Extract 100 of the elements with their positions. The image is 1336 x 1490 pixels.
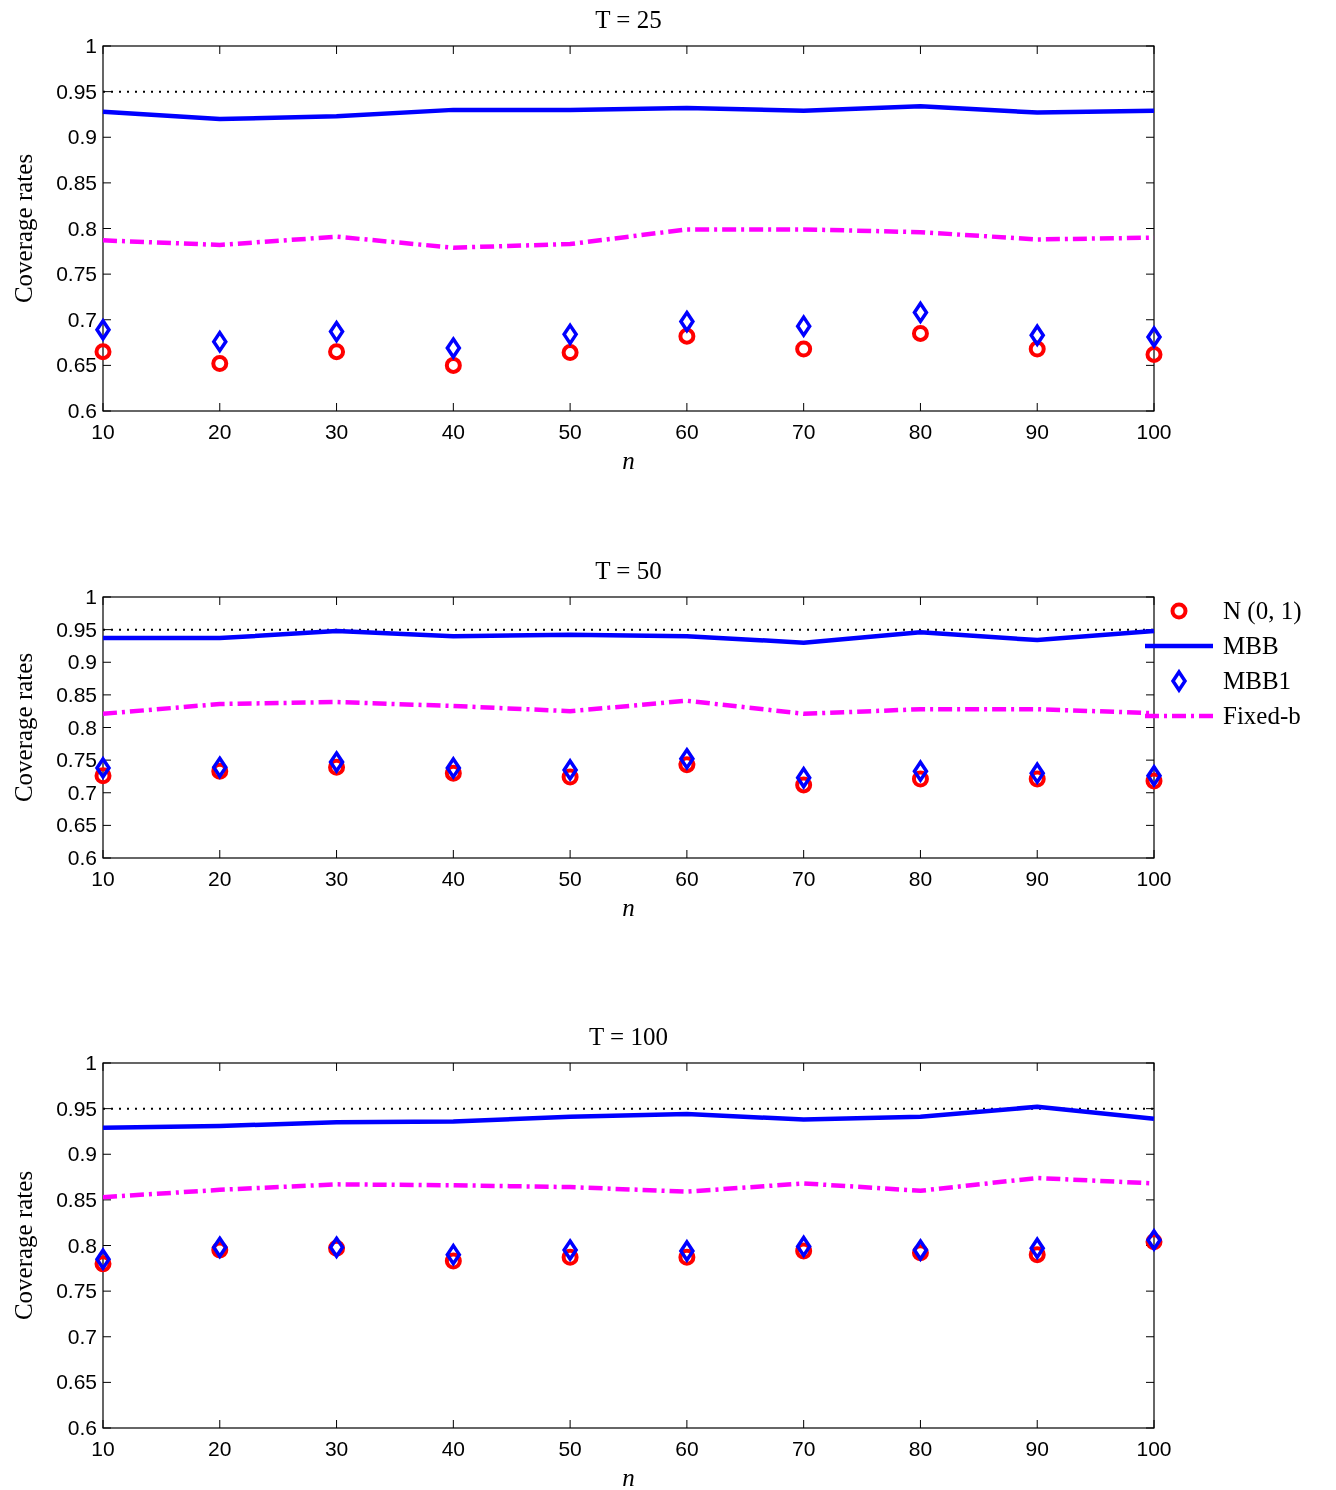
point	[679, 1240, 695, 1262]
x-tick-label: 80	[908, 867, 933, 890]
point	[1145, 345, 1163, 363]
x-axis-title: n	[622, 1464, 635, 1490]
point	[1146, 1229, 1162, 1251]
y-tick-label: 0.75	[56, 262, 97, 286]
point	[795, 766, 812, 789]
y-tick-label: 0.9	[67, 1142, 97, 1166]
y-tick-label: 0.8	[67, 216, 97, 240]
line-series	[100, 103, 1157, 122]
y-tick-label: 0.75	[56, 748, 97, 772]
point	[211, 355, 229, 373]
x-tick-label: 90	[1025, 420, 1049, 443]
x-tick-label: 80	[908, 420, 933, 443]
y-tick-label: 0.8	[67, 1233, 97, 1257]
y-axis-title: Coverage rates	[10, 652, 37, 803]
legend-label: MBB1	[1223, 667, 1292, 694]
x-tick-label: 70	[791, 1437, 816, 1460]
point	[95, 1248, 111, 1270]
y-tick-label: 1	[85, 585, 97, 608]
point	[912, 1239, 929, 1261]
y-tick-label: 0.95	[56, 617, 97, 641]
chart-title: T = 25	[595, 6, 662, 33]
y-tick-label: 0.85	[56, 682, 97, 706]
chart-title: T = 100	[589, 1023, 668, 1050]
y-tick-label: 0.8	[67, 715, 97, 739]
x-tick-label: 30	[324, 867, 349, 890]
x-tick-label: 60	[675, 1437, 699, 1460]
x-tick-label: 50	[558, 420, 582, 443]
x-tick-label: 10	[91, 1437, 115, 1460]
y-tick-label: 0.95	[56, 1096, 97, 1120]
legend-label: Fixed-b	[1223, 702, 1301, 729]
y-axis-title: Coverage rates	[10, 1170, 37, 1321]
y-tick-label: 0.65	[56, 1370, 97, 1394]
point	[328, 343, 346, 361]
x-tick-label: 10	[91, 420, 115, 443]
point	[1029, 762, 1045, 784]
x-tick-label: 60	[675, 420, 699, 443]
point	[562, 759, 578, 781]
y-axis-title: Coverage rates	[10, 153, 37, 304]
y-tick-label: 1	[85, 34, 97, 57]
point	[445, 1243, 462, 1266]
x-tick-label: 20	[208, 867, 232, 890]
point	[912, 760, 929, 782]
x-axis-title: n	[622, 894, 635, 921]
x-tick-label: 10	[91, 867, 115, 890]
x-tick-label: 30	[324, 1437, 349, 1460]
y-tick-label: 0.75	[56, 1279, 97, 1303]
x-tick-label: 40	[441, 420, 466, 443]
x-tick-label: 90	[1025, 867, 1049, 890]
y-tick-label: 0.6	[67, 846, 97, 869]
x-tick-label: 40	[441, 1437, 466, 1460]
x-tick-label: 50	[558, 867, 582, 890]
legend-label: N (0, 1)	[1223, 597, 1302, 625]
x-tick-label: 100	[1136, 867, 1172, 890]
y-tick-label: 1	[85, 1051, 97, 1074]
point	[328, 751, 345, 773]
point	[95, 319, 111, 341]
point	[1146, 326, 1162, 348]
chart-title: T = 50	[595, 557, 662, 584]
point	[445, 757, 462, 779]
y-tick-label: 0.95	[56, 79, 97, 103]
point	[94, 343, 112, 361]
y-tick-label: 0.85	[56, 170, 97, 194]
x-tick-label: 20	[208, 1437, 232, 1460]
point	[328, 320, 345, 343]
y-tick-label: 0.6	[67, 1416, 97, 1439]
x-axis-title: n	[622, 447, 635, 474]
point	[444, 356, 462, 374]
x-tick-label: 100	[1136, 1437, 1172, 1460]
point	[911, 324, 929, 342]
point	[679, 748, 695, 770]
y-tick-label: 0.65	[56, 813, 97, 837]
x-tick-label: 80	[908, 1437, 933, 1460]
point	[445, 337, 462, 359]
point	[795, 340, 813, 358]
point	[1146, 765, 1162, 787]
y-tick-label: 0.9	[67, 650, 97, 674]
point	[562, 1239, 578, 1261]
y-tick-label: 0.7	[67, 780, 97, 804]
point	[795, 1235, 812, 1258]
y-tick-label: 0.6	[67, 399, 97, 422]
y-tick-label: 0.85	[56, 1187, 97, 1211]
y-tick-label: 0.7	[67, 307, 97, 331]
x-tick-label: 30	[324, 420, 349, 443]
x-tick-label: 100	[1136, 420, 1172, 443]
legend-label: MBB	[1223, 632, 1279, 659]
y-tick-label: 0.7	[67, 1324, 97, 1348]
x-tick-label: 70	[791, 867, 816, 890]
point	[795, 315, 812, 337]
x-tick-label: 20	[208, 420, 232, 443]
point	[561, 344, 579, 362]
x-tick-label: 40	[441, 867, 466, 890]
point	[95, 757, 111, 779]
point	[912, 301, 929, 324]
y-tick-label: 0.65	[56, 353, 97, 377]
x-tick-label: 50	[558, 1437, 582, 1460]
x-tick-label: 90	[1025, 1437, 1049, 1460]
line-series	[100, 1104, 1157, 1131]
point	[1029, 1237, 1045, 1259]
